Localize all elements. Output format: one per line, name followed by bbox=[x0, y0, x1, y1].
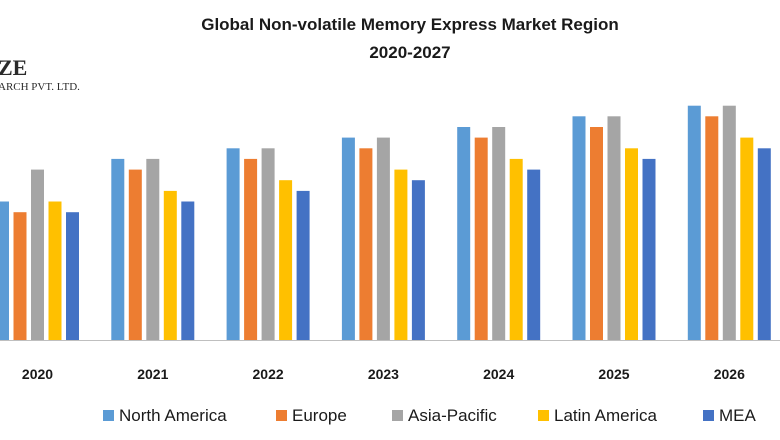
bar-mea-2021 bbox=[181, 201, 195, 340]
bar-mea-2025 bbox=[642, 158, 656, 340]
x-tick-label: 2025 bbox=[598, 366, 629, 382]
x-tick-label: 2026 bbox=[714, 366, 745, 382]
bar-latin-america-2020 bbox=[48, 201, 62, 340]
company-logo: ZE ARCH PVT. LTD. bbox=[0, 55, 80, 93]
bar-europe-2024 bbox=[474, 137, 488, 340]
bar-europe-2022 bbox=[244, 158, 258, 340]
bar-north-america-2026 bbox=[687, 105, 701, 340]
bar-north-america-2024 bbox=[457, 127, 471, 340]
logo-wordmark: ZE bbox=[0, 55, 27, 80]
bar-north-america-2020 bbox=[0, 201, 9, 340]
bars-group bbox=[0, 105, 771, 340]
x-tick-label: 2023 bbox=[368, 366, 399, 382]
bar-europe-2023 bbox=[359, 148, 373, 340]
legend-swatch bbox=[703, 410, 714, 421]
legend-label: Asia-Pacific bbox=[408, 406, 497, 425]
bar-asia-pacific-2023 bbox=[376, 137, 390, 340]
bar-asia-pacific-2020 bbox=[31, 169, 44, 340]
x-tick-label: 2022 bbox=[253, 366, 284, 382]
bar-latin-america-2024 bbox=[509, 158, 523, 340]
x-axis-ticks: 2020 2021 2022 2023 2024 2025 2026 bbox=[22, 366, 745, 382]
bar-latin-america-2023 bbox=[394, 169, 408, 340]
bar-mea-2026 bbox=[757, 148, 771, 340]
legend-swatch bbox=[103, 410, 114, 421]
bar-mea-2020 bbox=[66, 212, 79, 340]
bar-latin-america-2026 bbox=[740, 137, 754, 340]
bar-mea-2024 bbox=[527, 169, 541, 340]
x-tick-label: 2021 bbox=[137, 366, 168, 382]
bar-europe-2025 bbox=[590, 127, 603, 340]
legend-swatch bbox=[392, 410, 403, 421]
chart-subtitle: 2020-2027 bbox=[369, 43, 450, 62]
bar-asia-pacific-2025 bbox=[607, 116, 621, 340]
bar-asia-pacific-2021 bbox=[146, 158, 160, 340]
bar-europe-2021 bbox=[128, 169, 142, 340]
bar-north-america-2022 bbox=[226, 148, 240, 340]
bar-asia-pacific-2022 bbox=[261, 148, 275, 340]
bar-asia-pacific-2024 bbox=[492, 127, 506, 340]
bar-latin-america-2021 bbox=[163, 190, 177, 340]
legend: North America Europe Asia-Pacific Latin Ame… bbox=[103, 406, 757, 425]
logo-tagline: ARCH PVT. LTD. bbox=[0, 81, 80, 93]
bar-latin-america-2025 bbox=[625, 148, 638, 340]
x-tick-label: 2024 bbox=[483, 366, 514, 382]
legend-label: Europe bbox=[292, 406, 347, 425]
chart-title: Global Non-volatile Memory Express Marke… bbox=[201, 15, 619, 34]
bar-asia-pacific-2026 bbox=[722, 105, 736, 340]
legend-swatch bbox=[538, 410, 549, 421]
bar-latin-america-2022 bbox=[279, 180, 293, 340]
bar-north-america-2021 bbox=[111, 158, 125, 340]
bar-north-america-2025 bbox=[572, 116, 586, 340]
legend-swatch bbox=[276, 410, 287, 421]
x-tick-label: 2020 bbox=[22, 366, 53, 382]
bar-europe-2020 bbox=[13, 212, 27, 340]
legend-label: North America bbox=[119, 406, 227, 425]
bar-europe-2026 bbox=[705, 116, 719, 340]
legend-label: Latin America bbox=[554, 406, 658, 425]
bar-mea-2023 bbox=[411, 180, 425, 340]
bar-north-america-2023 bbox=[341, 137, 355, 340]
legend-label: MEA bbox=[719, 406, 757, 425]
bar-mea-2022 bbox=[296, 190, 310, 340]
